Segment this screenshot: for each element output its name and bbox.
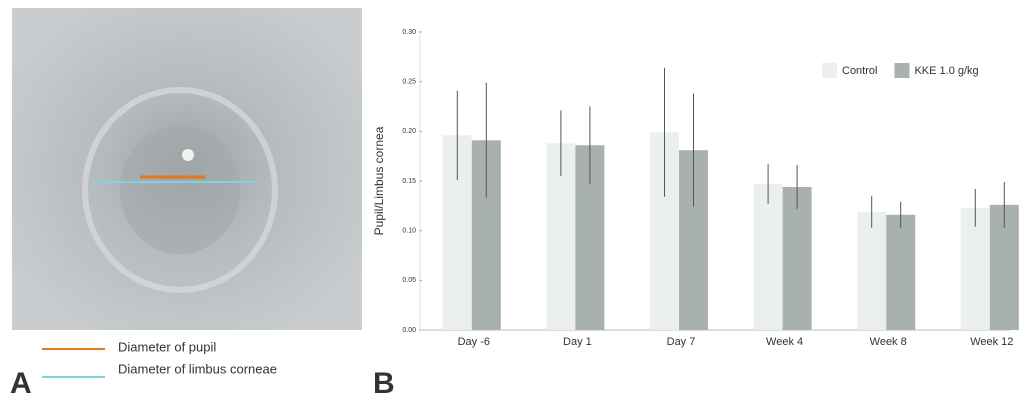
legend-label: Diameter of limbus corneae <box>118 361 277 376</box>
y-tick-label: 0.00 <box>402 327 416 334</box>
legend-swatch <box>822 63 837 78</box>
legend-label: KKE 1.0 g/kg <box>914 65 978 77</box>
legend-label: Control <box>842 65 877 77</box>
y-tick-label: 0.15 <box>402 178 416 185</box>
panel-label: B <box>373 367 395 400</box>
y-tick-label: 0.25 <box>402 79 416 86</box>
bar <box>960 207 990 330</box>
x-tick-label: Day 7 <box>667 336 696 348</box>
legend-swatch <box>894 63 910 78</box>
x-tick-label: Day -6 <box>458 336 490 348</box>
bar <box>782 186 812 330</box>
x-tick-label: Week 12 <box>970 336 1013 348</box>
x-tick-label: Week 8 <box>870 336 907 348</box>
y-axis-title: Pupil/Limbus cornea <box>372 126 386 235</box>
x-tick-label: Day 1 <box>563 336 592 348</box>
y-tick-label: 0.30 <box>402 29 416 36</box>
bar <box>886 214 916 330</box>
x-tick-label: Week 4 <box>766 336 803 348</box>
eye-photo <box>12 8 362 330</box>
bar <box>857 211 887 330</box>
y-tick-label: 0.20 <box>402 128 416 135</box>
panel-label: A <box>10 367 32 400</box>
legend-label: Diameter of pupil <box>118 339 216 354</box>
y-tick-label: 0.10 <box>402 228 416 235</box>
bar <box>753 183 783 330</box>
y-tick-label: 0.05 <box>402 277 416 284</box>
